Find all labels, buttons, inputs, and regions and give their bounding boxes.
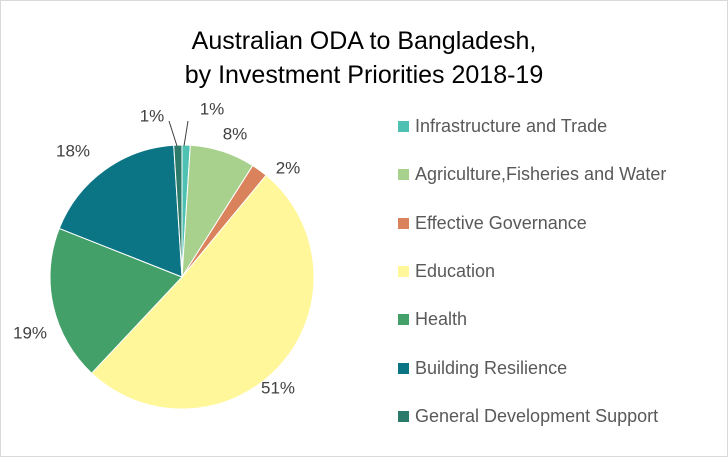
leader-line-infrastructure-and-trade <box>184 121 188 146</box>
data-label-infrastructure-and-trade: 1% <box>200 99 225 118</box>
legend-swatch <box>398 169 409 180</box>
data-label-health: 19% <box>13 323 47 342</box>
legend-label: Building Resilience <box>415 358 567 378</box>
legend-swatch <box>398 411 409 422</box>
data-label-education: 51% <box>261 378 295 397</box>
data-label-building-resilience: 18% <box>56 141 90 160</box>
legend-swatch <box>398 266 409 277</box>
data-label-agriculture-fisheries-and-water: 8% <box>223 124 248 143</box>
legend-swatch <box>398 121 409 132</box>
legend-label: Infrastructure and Trade <box>415 116 607 136</box>
data-label-general-development-support: 1% <box>140 106 165 125</box>
data-label-effective-governance: 2% <box>276 158 301 177</box>
legend-label: Education <box>415 261 495 281</box>
leader-line-general-development-support <box>169 121 177 146</box>
legend-label: Agriculture,Fisheries and Water <box>415 164 666 184</box>
legend-label: General Development Support <box>415 406 658 426</box>
legend-swatch <box>398 218 409 229</box>
legend-label: Health <box>415 309 467 329</box>
legend-swatch <box>398 363 409 374</box>
legend-swatch <box>398 314 409 325</box>
legend-label: Effective Governance <box>415 213 587 233</box>
